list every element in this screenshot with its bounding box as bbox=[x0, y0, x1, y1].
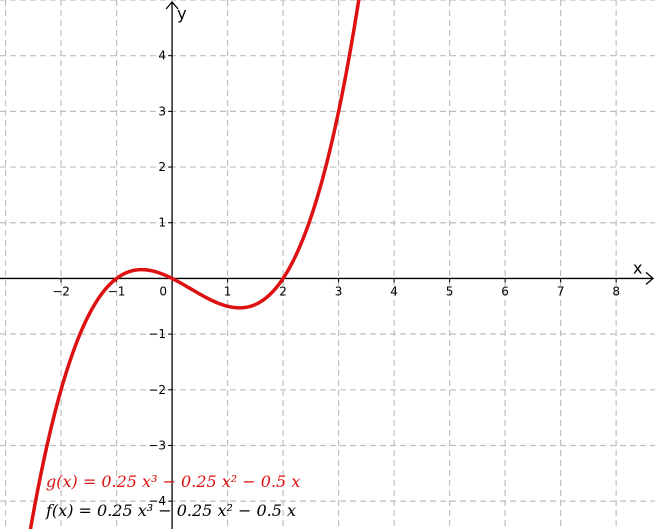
series-curves bbox=[28, 0, 361, 529]
x-tick-label: −2 bbox=[52, 284, 70, 298]
x-tick-label: 4 bbox=[390, 284, 398, 298]
y-tick-label: 4 bbox=[158, 49, 166, 63]
tick-labels: −2 −1 1 2 3 4 5 6 7 8 −4 −3 −2 −1 1 2 3 4 0 bbox=[52, 49, 620, 508]
x-tick-label: 8 bbox=[612, 284, 620, 298]
x-axis-arrow bbox=[645, 271, 654, 285]
legend-entry-f: f(x) = 0.25 x³ − 0.25 x² − 0.5 x bbox=[45, 501, 296, 520]
legend-entry-g: g(x) = 0.25 x³ − 0.25 x² − 0.5 x bbox=[46, 472, 300, 491]
y-tick-label: −4 bbox=[148, 494, 166, 508]
x-tick-label: 1 bbox=[224, 284, 232, 298]
y-axis-arrow bbox=[165, 1, 179, 10]
x-axis-label: x bbox=[633, 258, 642, 277]
x-tick-label: 3 bbox=[335, 284, 343, 298]
y-tick-label: 2 bbox=[158, 160, 166, 174]
y-tick-label: −3 bbox=[148, 438, 166, 452]
x-tick-label: 6 bbox=[501, 284, 509, 298]
y-tick-label: −1 bbox=[148, 327, 166, 341]
x-tick-label: 2 bbox=[279, 284, 287, 298]
x-tick-label: −1 bbox=[108, 284, 126, 298]
legend: g(x) = 0.25 x³ − 0.25 x² − 0.5 x f(x) = … bbox=[45, 472, 300, 520]
x-tick-label: 5 bbox=[446, 284, 454, 298]
y-tick-label: 3 bbox=[158, 104, 166, 118]
series-line-g bbox=[28, 0, 361, 529]
x-tick-label: 7 bbox=[557, 284, 565, 298]
origin-label: 0 bbox=[159, 284, 167, 298]
y-tick-label: −2 bbox=[148, 383, 166, 397]
y-axis-label: y bbox=[177, 4, 186, 23]
y-tick-label: 1 bbox=[158, 216, 166, 230]
